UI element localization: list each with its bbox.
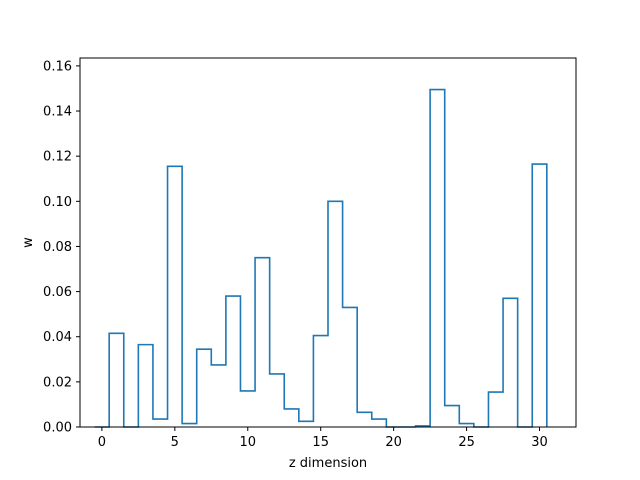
y-tick-label: 0.02 <box>43 375 72 390</box>
histogram-bin <box>372 419 387 427</box>
histogram-bin <box>226 296 241 427</box>
plot-frame <box>79 57 577 428</box>
histogram-bin <box>488 392 503 427</box>
x-tick-label: 30 <box>531 435 548 450</box>
y-tick-label: 0.14 <box>43 105 72 120</box>
histogram-bin <box>313 336 328 427</box>
x-tick-label: 0 <box>98 435 106 450</box>
histogram-bin <box>357 412 372 427</box>
histogram-bin <box>211 365 226 427</box>
y-tick-label: 0.04 <box>43 330 72 345</box>
x-tick-label: 20 <box>385 435 402 450</box>
histogram-bin <box>430 90 445 427</box>
histogram-bin <box>182 424 197 427</box>
histogram-bin <box>197 349 212 427</box>
histogram-bin <box>255 258 270 427</box>
histogram-bin <box>270 374 285 427</box>
histogram-bin <box>168 166 183 427</box>
histogram-bin <box>503 298 518 427</box>
histogram-bin <box>445 406 460 427</box>
histogram-bin <box>153 419 168 427</box>
y-tick-label: 0.08 <box>43 240 72 255</box>
y-tick-label: 0.10 <box>43 195 72 210</box>
histogram-bin <box>299 421 314 427</box>
x-axis-ticks: 0 5 10 15 20 25 30 <box>98 427 548 450</box>
y-axis-label: w <box>21 237 36 248</box>
y-tick-label: 0.06 <box>43 285 72 300</box>
x-tick-label: 15 <box>312 435 329 450</box>
x-axis-label: z dimension <box>289 456 367 471</box>
histogram-bin <box>240 391 255 427</box>
x-tick-label: 5 <box>171 435 179 450</box>
y-axis-ticks: 0.00 0.02 0.04 0.06 0.08 0.10 0.12 0.14 0.16 <box>43 59 80 436</box>
x-tick-label: 25 <box>458 435 475 450</box>
y-tick-label: 0.00 <box>43 421 72 436</box>
y-tick-label: 0.12 <box>43 150 72 165</box>
x-tick-label: 10 <box>239 435 256 450</box>
histogram-bin <box>532 164 547 427</box>
histogram-bin <box>459 424 474 427</box>
histogram-bin <box>109 333 124 427</box>
y-tick-label: 0.16 <box>43 59 72 74</box>
plot-content <box>94 88 548 428</box>
histogram-bin <box>284 409 299 427</box>
histogram-bin <box>328 201 343 427</box>
histogram-bin <box>138 345 153 427</box>
histogram-bin <box>343 307 358 427</box>
histogram-step-line <box>94 88 548 428</box>
